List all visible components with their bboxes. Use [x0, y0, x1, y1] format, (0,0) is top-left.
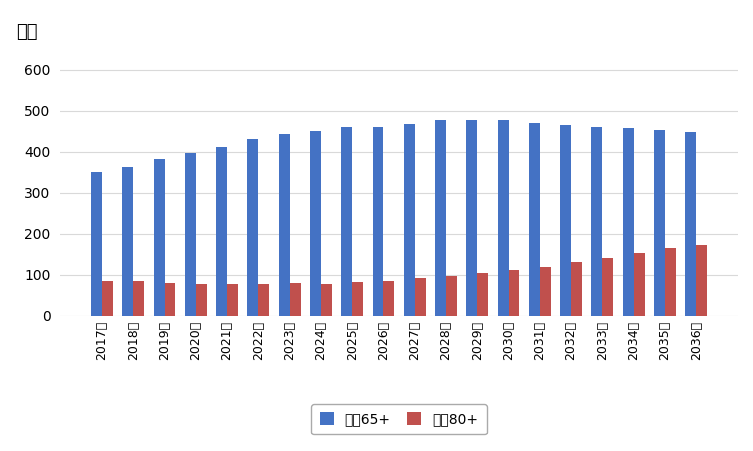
Bar: [665, 249, 676, 316]
Bar: [122, 167, 133, 316]
Bar: [91, 172, 102, 316]
Bar: [633, 253, 645, 316]
Bar: [321, 284, 332, 316]
Bar: [133, 281, 145, 316]
Bar: [216, 147, 227, 316]
Bar: [571, 262, 582, 316]
Bar: [196, 284, 207, 316]
Bar: [623, 129, 633, 316]
Bar: [258, 284, 270, 316]
Bar: [154, 159, 165, 316]
Bar: [352, 282, 363, 316]
Bar: [341, 127, 352, 316]
Bar: [508, 270, 520, 316]
Bar: [540, 267, 550, 316]
Bar: [373, 127, 383, 316]
Bar: [446, 276, 457, 316]
Bar: [415, 277, 425, 316]
Bar: [227, 284, 238, 316]
Bar: [697, 245, 707, 316]
Bar: [654, 130, 665, 316]
Bar: [466, 120, 477, 316]
Bar: [498, 120, 508, 316]
Bar: [185, 153, 196, 316]
Bar: [102, 281, 113, 316]
Legend: 常住65+, 常住80+: 常住65+, 常住80+: [312, 404, 486, 434]
Bar: [383, 281, 395, 316]
Bar: [404, 124, 415, 316]
Bar: [591, 127, 602, 316]
Bar: [165, 283, 175, 316]
Bar: [477, 273, 488, 316]
Bar: [310, 131, 321, 316]
Bar: [560, 125, 571, 316]
Bar: [248, 138, 258, 316]
Bar: [685, 133, 697, 316]
Bar: [529, 123, 540, 316]
Bar: [290, 283, 300, 316]
Text: 万人: 万人: [17, 23, 38, 41]
Bar: [279, 133, 290, 316]
Bar: [602, 258, 613, 316]
Bar: [435, 120, 446, 316]
